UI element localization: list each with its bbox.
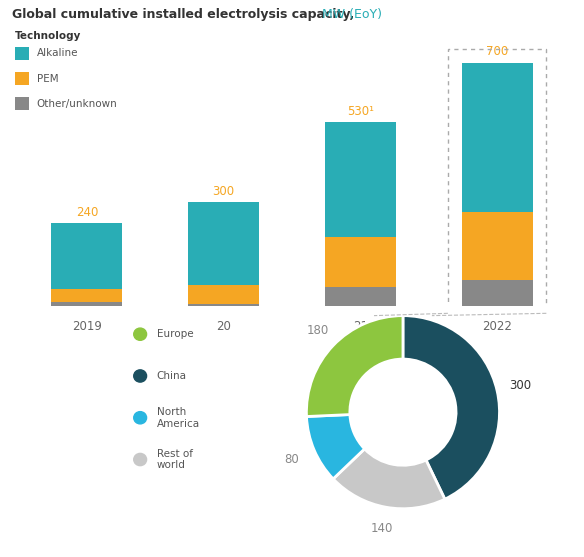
Text: 140: 140 xyxy=(371,521,393,535)
Bar xyxy=(461,280,533,306)
Text: 300: 300 xyxy=(510,379,531,392)
Text: 700: 700 xyxy=(486,46,508,58)
Text: 300: 300 xyxy=(213,185,235,198)
Bar xyxy=(325,237,396,287)
Text: 80: 80 xyxy=(284,453,300,466)
Text: 2019: 2019 xyxy=(72,320,102,333)
Bar xyxy=(188,202,259,285)
Wedge shape xyxy=(307,414,364,479)
Text: Global cumulative installed electrolysis capacity,: Global cumulative installed electrolysis… xyxy=(12,8,354,21)
Bar xyxy=(188,285,259,304)
Bar xyxy=(51,289,123,302)
Text: 180: 180 xyxy=(307,324,329,338)
Text: 530¹: 530¹ xyxy=(347,105,374,118)
Text: China: China xyxy=(157,371,186,381)
Bar xyxy=(325,122,396,237)
Text: Technology: Technology xyxy=(15,31,81,41)
Bar xyxy=(461,63,533,212)
Bar xyxy=(51,302,123,306)
Text: Other/unknown: Other/unknown xyxy=(37,99,117,109)
Text: 20: 20 xyxy=(216,320,231,333)
Text: Alkaline: Alkaline xyxy=(37,48,78,58)
Text: MW (EoY): MW (EoY) xyxy=(318,8,383,21)
Bar xyxy=(461,212,533,280)
Text: 2022: 2022 xyxy=(482,320,512,333)
Text: Rest of
world: Rest of world xyxy=(157,449,193,470)
Wedge shape xyxy=(307,316,403,417)
Bar xyxy=(51,223,123,289)
Text: North
America: North America xyxy=(157,407,200,428)
Bar xyxy=(188,304,259,306)
Text: PEM: PEM xyxy=(37,74,58,84)
Bar xyxy=(325,287,396,306)
Wedge shape xyxy=(403,316,499,499)
Text: Europe: Europe xyxy=(157,329,193,339)
Wedge shape xyxy=(333,449,445,509)
Text: 21: 21 xyxy=(353,320,368,333)
Text: 240: 240 xyxy=(76,206,98,218)
